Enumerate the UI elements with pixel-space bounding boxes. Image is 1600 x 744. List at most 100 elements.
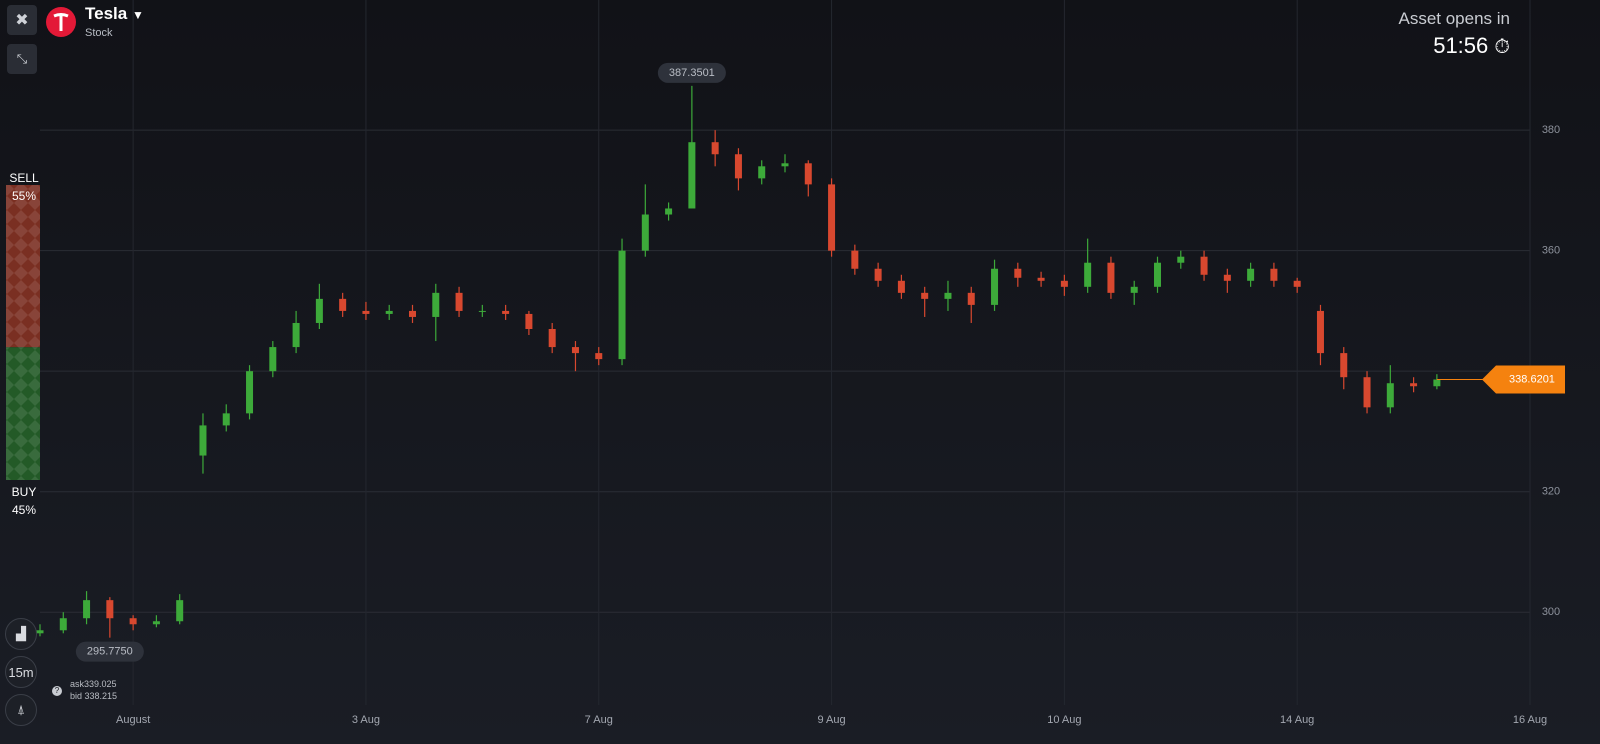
candle-body xyxy=(711,142,719,155)
candle-body xyxy=(1177,256,1185,263)
dropdown-arrow: ▼ xyxy=(131,8,144,22)
extreme-badge xyxy=(657,62,726,83)
candle-body xyxy=(1433,379,1441,387)
opens-label: Asset opens in xyxy=(1398,9,1510,28)
candle-body xyxy=(339,298,347,311)
extreme-label: 387.3501 xyxy=(669,67,715,79)
candle-body xyxy=(828,184,836,251)
candle-body xyxy=(571,347,579,354)
candle-body xyxy=(315,298,323,323)
asset-info[interactable]: Tesla ▼ Stock xyxy=(85,4,144,39)
candle-body xyxy=(1014,268,1022,278)
sell-label: SELL xyxy=(9,171,39,185)
candle-body xyxy=(804,163,812,185)
candle-body xyxy=(921,292,929,299)
y-tick-label: 360 xyxy=(1542,245,1560,257)
opens-info: Asset opens in 51:56 ⏱ xyxy=(1398,9,1510,59)
candle-body xyxy=(548,329,556,348)
candle-body xyxy=(106,600,114,619)
current-price-marker xyxy=(1482,365,1565,394)
candle-body xyxy=(1270,268,1278,281)
candle-body xyxy=(1200,256,1208,275)
candle-body xyxy=(851,250,859,269)
close-button[interactable]: ✖ xyxy=(7,5,37,35)
help-icon[interactable]: ? xyxy=(52,686,62,696)
x-tick-label: August xyxy=(116,714,150,726)
bid-value: 338.215 xyxy=(84,691,118,701)
extreme-label: 295.7750 xyxy=(87,646,133,658)
candle-body xyxy=(222,413,230,426)
candle-body xyxy=(83,600,91,619)
logo-icon xyxy=(53,13,69,31)
candle-body xyxy=(455,292,463,311)
candle-body xyxy=(1084,262,1092,287)
candle-body xyxy=(129,618,137,625)
asset-name: Tesla xyxy=(85,4,128,23)
buy-label: BUY xyxy=(11,485,37,499)
bid-label: bid xyxy=(70,691,83,701)
candle-body xyxy=(1410,383,1418,387)
candle-body xyxy=(385,310,393,314)
ask-value: 339.025 xyxy=(84,679,117,689)
candle-body xyxy=(176,600,184,622)
candle-body xyxy=(1037,277,1045,281)
candle-body xyxy=(897,280,905,293)
ask-label: ask xyxy=(70,679,85,689)
candle-body xyxy=(1340,353,1348,378)
extreme-badge xyxy=(75,641,144,662)
candle-body xyxy=(1293,280,1301,287)
collapse-button[interactable]: ⤡ xyxy=(7,44,37,74)
quote: ask339.025 bid 338.215 xyxy=(70,678,117,702)
candle-body xyxy=(292,322,300,348)
candle-body xyxy=(1107,262,1115,293)
candle-body xyxy=(781,163,789,167)
candle-body xyxy=(758,166,766,179)
candle-body xyxy=(874,268,882,281)
candle-body xyxy=(269,347,277,372)
candle-body xyxy=(478,310,486,312)
candle-body xyxy=(432,292,440,317)
sentiment-pattern xyxy=(6,185,40,480)
x-tick-label: 9 Aug xyxy=(817,714,845,726)
candle-body xyxy=(991,268,999,305)
countdown: 51:56 xyxy=(1433,33,1489,58)
candle-body xyxy=(595,353,603,360)
timeframe-button[interactable]: 15m xyxy=(5,656,37,688)
x-tick-label: 16 Aug xyxy=(1513,714,1547,726)
candle-body xyxy=(59,618,67,631)
candle-body xyxy=(525,313,533,329)
sell-percent: 55% xyxy=(11,189,37,203)
x-tick-label: 10 Aug xyxy=(1047,714,1081,726)
buy-percent: 45% xyxy=(11,503,37,517)
candle-body xyxy=(409,310,416,317)
x-tick-label: 14 Aug xyxy=(1280,714,1314,726)
candle-body xyxy=(641,214,649,251)
candle-body xyxy=(618,250,626,360)
candle-body xyxy=(1154,262,1161,287)
candle-body xyxy=(944,292,952,299)
candle-body xyxy=(199,425,207,456)
candle-body xyxy=(1130,286,1138,293)
candle-body xyxy=(36,630,44,634)
y-tick-label: 300 xyxy=(1542,606,1560,618)
candle-body xyxy=(665,208,673,215)
candle-body xyxy=(1316,310,1324,354)
candle-body xyxy=(246,371,254,414)
asset-kind: Stock xyxy=(85,27,113,39)
x-tick-label: 3 Aug xyxy=(352,714,380,726)
current-price-label: 338.6201 xyxy=(1509,373,1555,385)
candle-body xyxy=(362,310,370,314)
asset-logo xyxy=(46,7,76,37)
draw-button[interactable]: ⍋ xyxy=(5,694,37,726)
candle-body xyxy=(1247,268,1255,281)
candle-body xyxy=(967,292,975,305)
candle-body xyxy=(152,621,160,625)
chart-type-button[interactable]: ▟ xyxy=(5,618,37,650)
candle-body xyxy=(734,154,742,179)
candle-body xyxy=(1363,377,1371,408)
candle-body xyxy=(688,142,696,209)
y-tick-label: 380 xyxy=(1542,124,1560,136)
